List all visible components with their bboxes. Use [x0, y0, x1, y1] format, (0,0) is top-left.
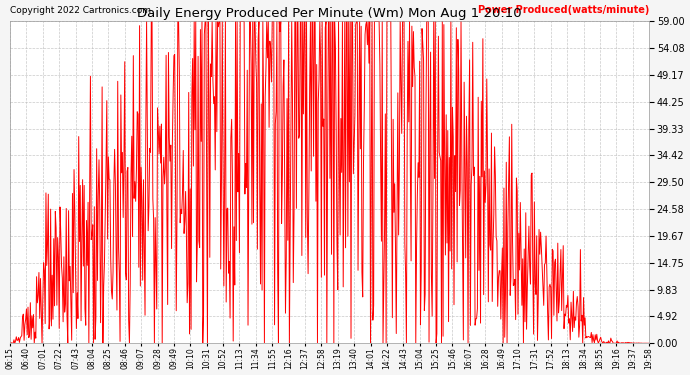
Text: Power Produced(watts/minute): Power Produced(watts/minute): [477, 5, 649, 15]
Text: Copyright 2022 Cartronics.com: Copyright 2022 Cartronics.com: [10, 6, 151, 15]
Title: Daily Energy Produced Per Minute (Wm) Mon Aug 1 20:10: Daily Energy Produced Per Minute (Wm) Mo…: [137, 7, 522, 20]
